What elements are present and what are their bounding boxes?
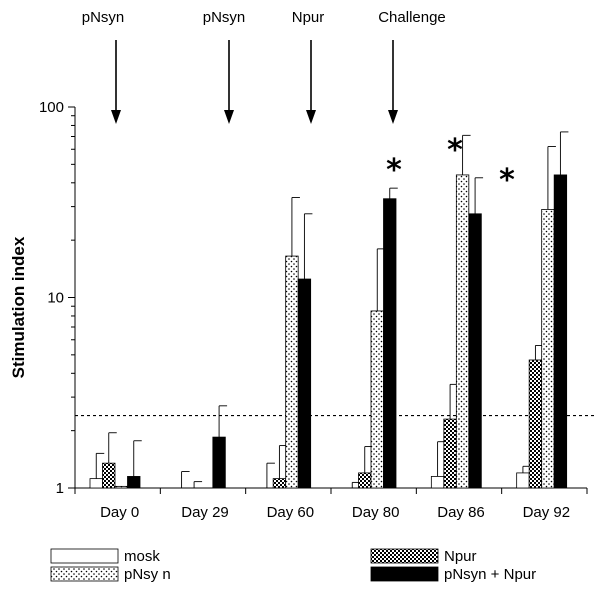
y-tick-label: 100 <box>39 99 64 116</box>
legend-swatch <box>50 548 119 564</box>
bar-pnsyn-npur-day-29 <box>212 436 226 489</box>
plot-area: * * * <box>75 131 597 489</box>
legend-swatch <box>370 548 439 564</box>
annotation-label: Challenge <box>378 9 446 26</box>
bar-mosk-day-86 <box>430 476 445 489</box>
annotation-label: pNsyn <box>203 9 246 26</box>
x-tick-label: Day 60 <box>267 504 315 521</box>
annotation-arrow-head <box>111 110 121 124</box>
x-tick-label: Day 80 <box>352 504 400 521</box>
bar-pnsy-n-day-92 <box>541 209 555 489</box>
legend-label: mosk <box>124 548 160 565</box>
legend-label: Npur <box>444 548 477 565</box>
bar-npur-day-60 <box>272 478 287 489</box>
x-tick-label: Day 86 <box>437 504 485 521</box>
bar-mosk-day-92 <box>516 472 530 489</box>
bar-pnsy-n-day-86 <box>455 174 470 489</box>
x-tick-label: Day 0 <box>100 504 139 521</box>
bar-pnsyn-npur-day-60 <box>297 278 312 489</box>
bar-pnsy-n-day-80 <box>370 310 384 489</box>
bar-mosk-day-0 <box>89 478 103 489</box>
y-tick-label: 1 <box>56 480 64 497</box>
bar-pnsy-n-day-0 <box>114 485 128 489</box>
annotation-label: pNsyn <box>82 9 125 26</box>
y-tick-label: 10 <box>47 290 64 307</box>
bar-pnsyn-npur-day-86 <box>468 213 482 489</box>
x-tick-label: Day 92 <box>523 504 571 521</box>
legend-label: pNsy n <box>124 566 171 583</box>
legend-label: pNsyn + Npur <box>444 566 536 583</box>
annotation-label: Npur <box>292 9 325 26</box>
legend-swatch <box>370 566 439 582</box>
x-tick-label: Day 29 <box>181 504 229 521</box>
top-annotations: pNsyn pNsyn Npur Challenge <box>82 9 446 124</box>
annotation-arrow-head <box>306 110 316 124</box>
significance-star: * <box>499 163 515 198</box>
significance-star: * <box>447 133 463 168</box>
y-axis-label: Stimulation index <box>9 236 28 378</box>
annotation-arrow-head <box>388 110 398 124</box>
axes: 1 10 100 Stimulation index Day 0 Day 29 Day 60… <box>9 99 588 521</box>
bar-npur-day-86 <box>443 418 457 489</box>
bar-npur-day-0 <box>102 462 116 489</box>
bar-pnsyn-npur-day-0 <box>127 476 141 489</box>
bar-pnsy-n-day-60 <box>285 255 299 489</box>
bar-pnsyn-npur-day-92 <box>553 174 568 489</box>
annotation-arrow-head <box>224 110 234 124</box>
legend-swatch <box>50 566 119 582</box>
significance-star: * <box>386 153 402 188</box>
bar-npur-day-92 <box>528 359 543 489</box>
bar-pnsyn-npur-day-80 <box>383 198 397 489</box>
bar-npur-day-80 <box>358 472 372 489</box>
